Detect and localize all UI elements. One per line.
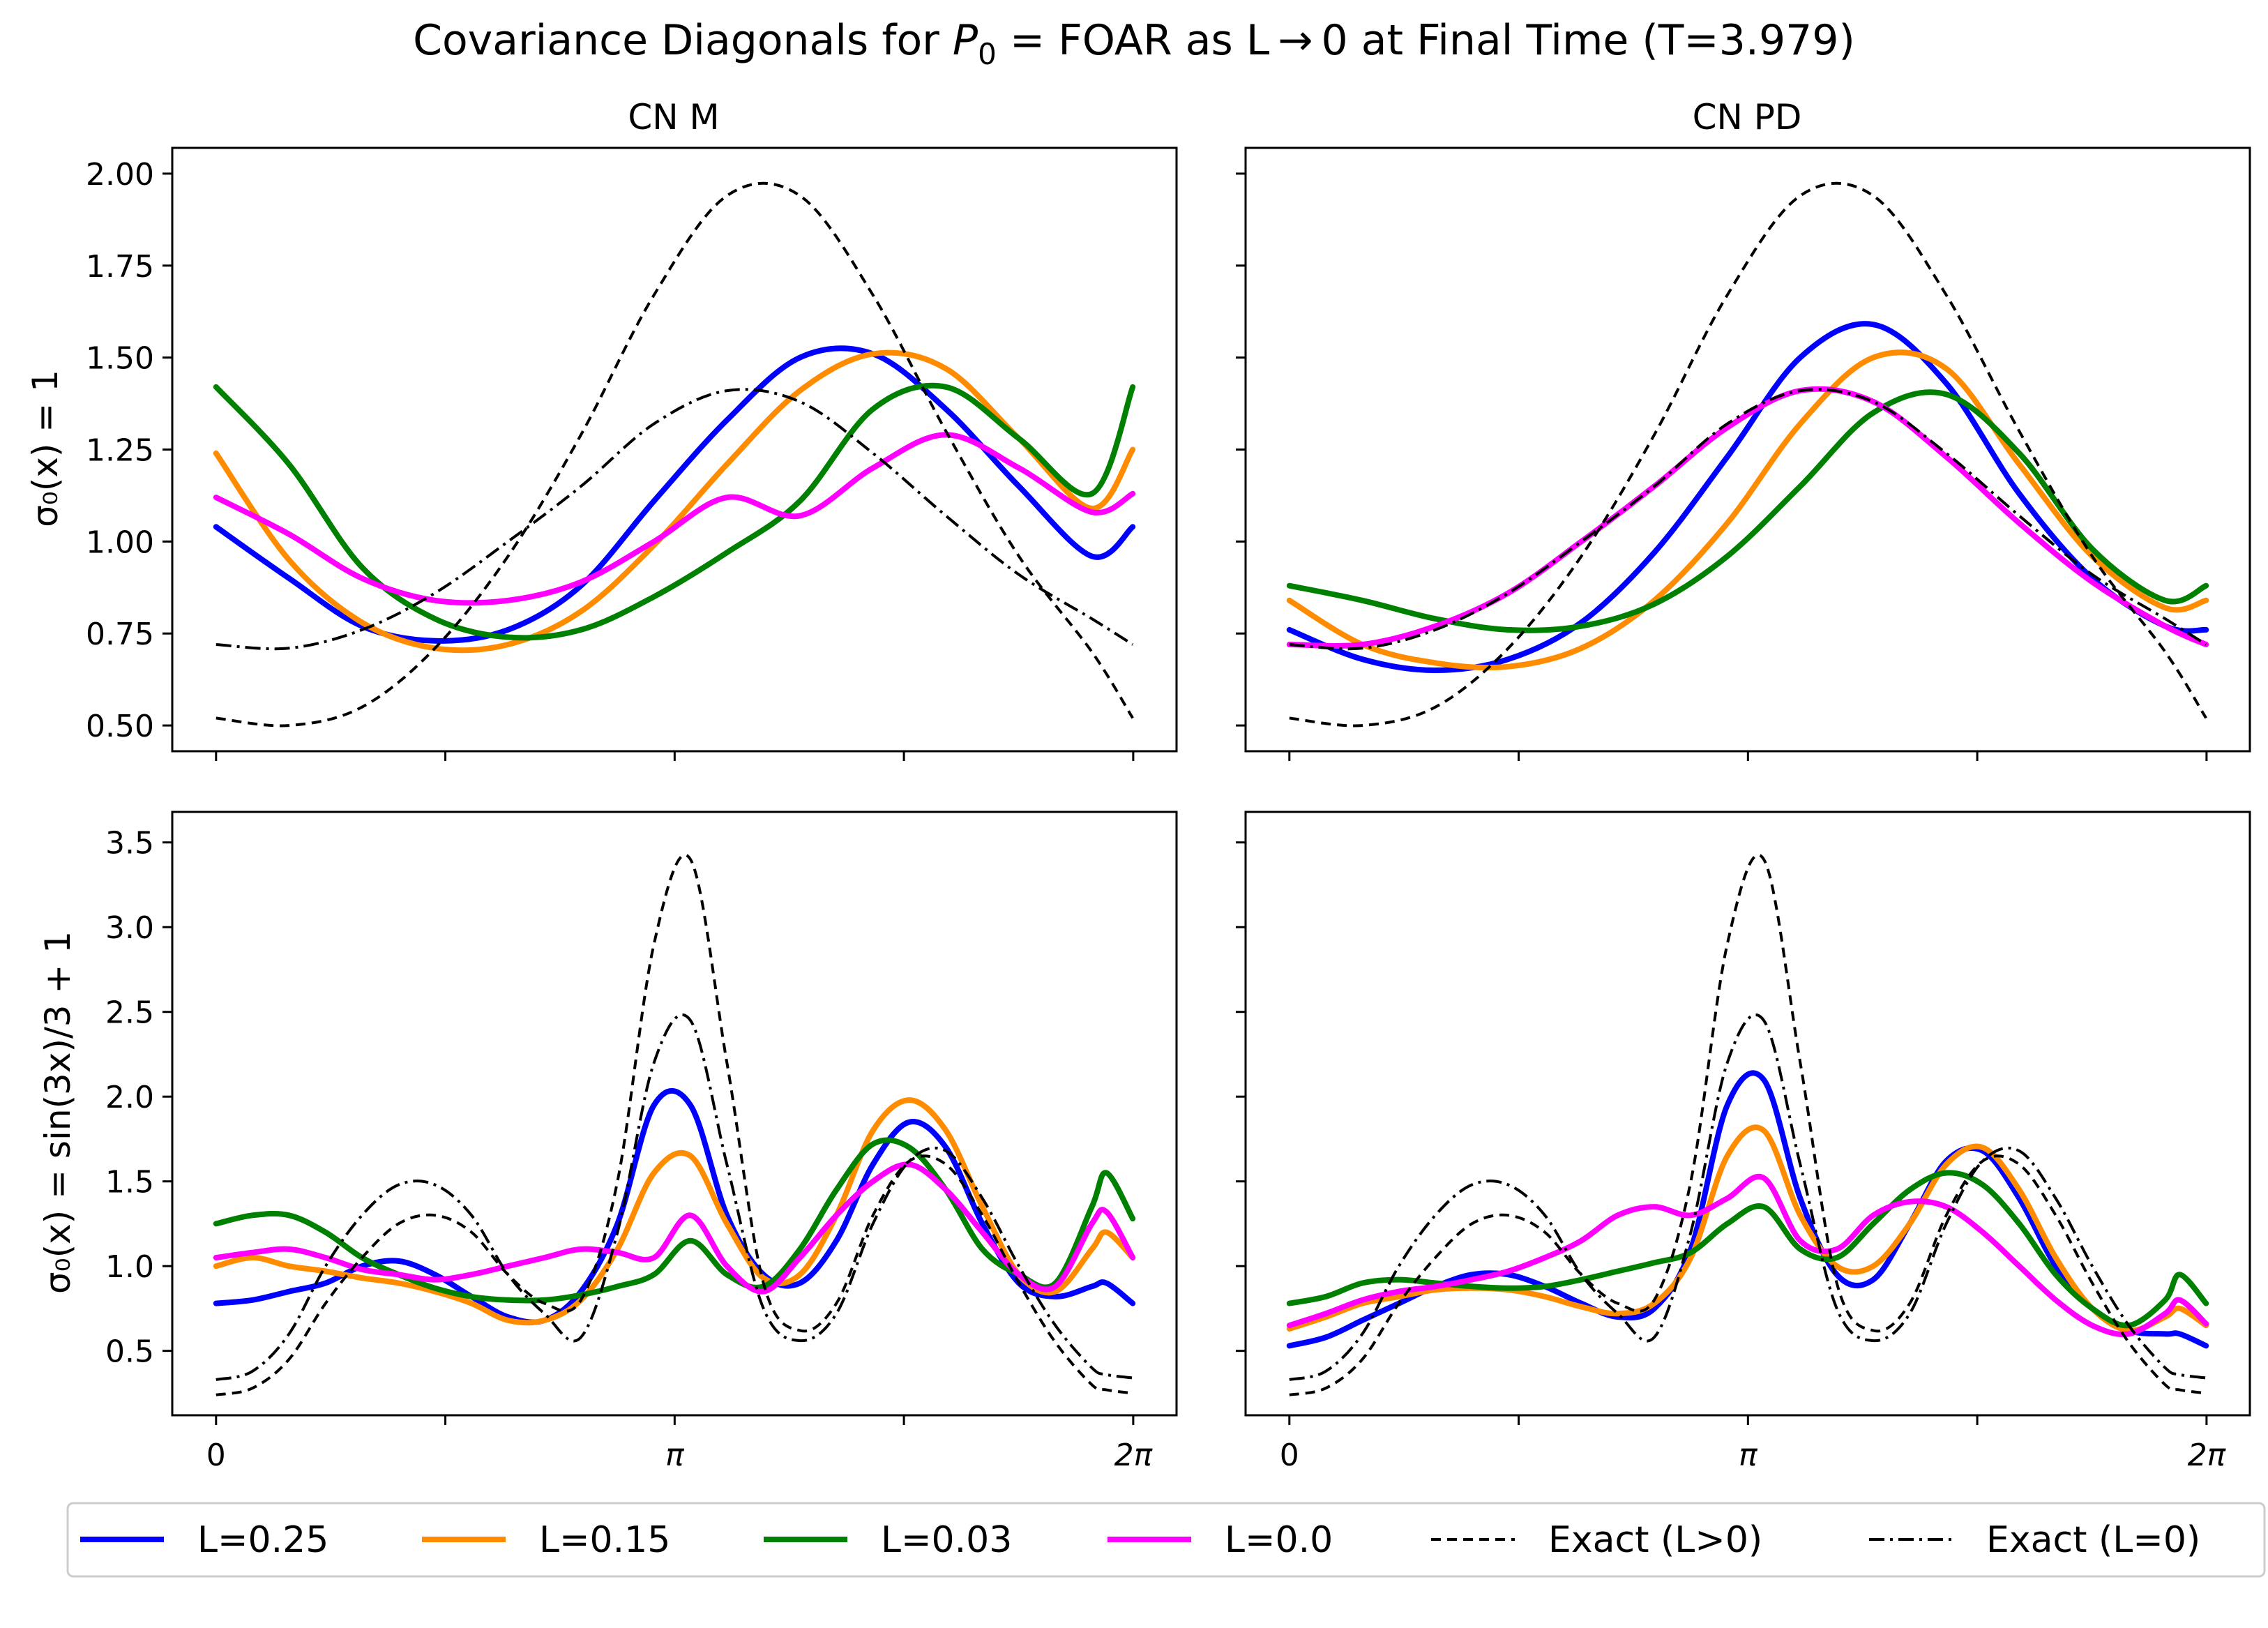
y-tick-label: 3.0: [105, 910, 154, 946]
y-tick-label: 0.5: [105, 1334, 154, 1370]
y-tick-label: 1.00: [86, 525, 154, 560]
series-group: [1286, 853, 2209, 1396]
y-tick-label: 3.5: [105, 826, 154, 861]
legend-label-exact-l-0: Exact (L=0): [1986, 1519, 2200, 1561]
y-tick-label: 2.0: [105, 1080, 154, 1115]
series-line-l-0-0: [1286, 1173, 2209, 1338]
panel-cn-pd-top: [1236, 146, 2251, 761]
series-line-l-0-03: [1286, 1170, 2209, 1329]
legend-label-exact-l-0: Exact (L>0): [1548, 1519, 1762, 1561]
series-line-exact-l-0: [216, 1013, 1133, 1381]
y-tick-label: 1.5: [105, 1165, 154, 1200]
panel-cn-m-top: 0.50 0.75 1.00 1.25 1.50 1.75 2.00: [86, 146, 1178, 761]
y-tick-label: 2.00: [86, 157, 154, 193]
row-label-top: σ₀(x) = 1: [25, 370, 66, 527]
axes-frame: [171, 811, 1178, 1417]
series-line-l-0-15: [213, 1097, 1136, 1326]
series-line-l-0-25: [1286, 1070, 2209, 1349]
y-tick-label: 1.75: [86, 249, 154, 285]
subplot-title-cn-pd: CN PD: [1693, 97, 1802, 137]
y-tick-label: 1.25: [86, 433, 154, 469]
legend-label-l-0-0: L=0.0: [1225, 1519, 1333, 1561]
series-line-exact-l-0: [1289, 853, 2207, 1396]
x-tick-label: 0: [1280, 1438, 1299, 1473]
x-tick-label: π: [1739, 1438, 1758, 1473]
y-tick-label: 0.50: [86, 709, 154, 744]
legend-label-l-0-15: L=0.15: [539, 1519, 670, 1561]
x-tick-label: 2π: [1114, 1438, 1154, 1473]
panel-cn-pd-bottom: 0 π 2π: [1236, 811, 2251, 1473]
series-line-l-0-15: [1286, 1124, 2209, 1334]
series-line-exact-l-0: [1289, 181, 2207, 728]
legend-label-l-0-25: L=0.25: [197, 1519, 328, 1561]
series-line-l-0-15: [213, 349, 1136, 654]
x-tick-label: 0: [206, 1438, 226, 1473]
subplot-title-cn-m: CN M: [628, 97, 719, 137]
legend: L=0.25 L=0.15 L=0.03 L=0.0 Exact (L>0) Exact …: [66, 1502, 2266, 1578]
axes-frame: [1244, 811, 2251, 1417]
series-line-l-0-0: [213, 432, 1136, 606]
series-line-l-0-15: [1286, 349, 2209, 671]
x-tick-label: π: [665, 1438, 685, 1473]
panel-cn-m-bottom: 0.5 1.0 1.5 2.0 2.5 3.0 3.5 0 π 2π: [105, 811, 1178, 1473]
series-line-exact-l-0: [216, 181, 1134, 728]
series-line-l-0-25: [213, 345, 1136, 644]
y-tick-label: 0.75: [86, 617, 154, 652]
series-group: [1286, 181, 2209, 728]
row-label-bottom: σ₀(x) = sin(3x)/3 + 1: [38, 931, 78, 1294]
axes-frame: [1244, 146, 2251, 753]
legend-label-l-0-03: L=0.03: [881, 1519, 1012, 1561]
series-group: [213, 181, 1136, 728]
series-line-exact-l-0: [216, 388, 1134, 651]
series-line-l-0-25: [213, 1087, 1136, 1325]
figure-title: Covariance Diagonals for P0 = FOAR as L …: [413, 16, 1855, 71]
y-tick-label: 1.50: [86, 341, 154, 377]
series-line-l-0-0: [1286, 386, 2209, 649]
series-line-l-0-0: [213, 1161, 1136, 1295]
y-tick-label: 1.0: [105, 1249, 154, 1285]
series-line-l-0-03: [213, 382, 1136, 641]
series-group: [213, 853, 1136, 1396]
x-tick-label: 2π: [2188, 1438, 2227, 1473]
y-tick-label: 2.5: [105, 995, 154, 1031]
series-line-exact-l-0: [1289, 1013, 2207, 1381]
series-line-exact-l-0: [1289, 388, 2207, 651]
series-line-exact-l-0: [216, 853, 1133, 1396]
